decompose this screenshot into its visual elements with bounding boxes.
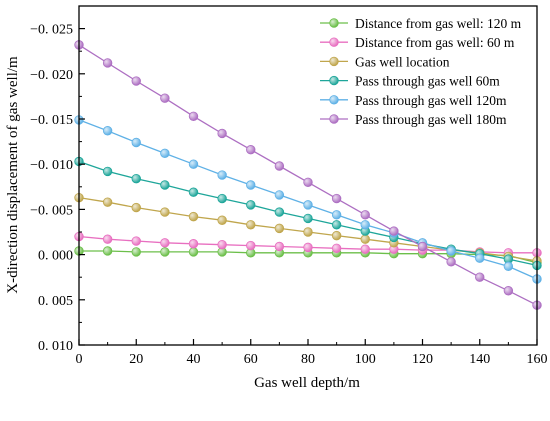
- x-tick-label: 20: [129, 352, 143, 367]
- data-point: [160, 180, 170, 190]
- data-point: [102, 58, 113, 68]
- data-point: [102, 246, 113, 256]
- x-tick-label: 100: [355, 352, 376, 367]
- data-point: [303, 227, 313, 237]
- y-tick-label: −0. 010: [30, 158, 73, 173]
- data-point: [188, 239, 199, 249]
- y-tick-label: 0. 010: [38, 339, 73, 354]
- data-point: [303, 213, 313, 224]
- data-point: [188, 187, 199, 197]
- y-tick-label: 0. 000: [38, 249, 73, 264]
- data-point: [274, 161, 285, 171]
- legend: Distance from gas well: 120 m Distance fr…: [320, 16, 522, 127]
- data-point: [160, 93, 170, 103]
- data-point: [217, 193, 227, 204]
- data-point: [417, 241, 428, 252]
- y-tick-label: −0. 020: [30, 68, 73, 83]
- data-point: [274, 223, 285, 234]
- data-point: [131, 202, 141, 213]
- data-point: [246, 145, 256, 155]
- data-point: [131, 137, 141, 148]
- legend-marker: [329, 56, 339, 67]
- data-point: [188, 111, 199, 121]
- data-point: [303, 242, 313, 253]
- plot-area: [74, 40, 542, 310]
- legend-marker: [329, 95, 339, 105]
- data-point: [331, 230, 342, 241]
- data-point: [274, 207, 285, 217]
- data-point: [360, 220, 370, 230]
- data-point: [246, 220, 256, 230]
- data-point: [131, 173, 141, 184]
- data-point: [131, 76, 141, 86]
- data-point: [274, 241, 285, 252]
- data-point: [303, 200, 313, 210]
- data-point: [331, 210, 342, 220]
- data-point: [217, 128, 227, 139]
- y-tick-label: 0. 005: [38, 294, 73, 309]
- legend-label: Distance from gas well: 120 m: [355, 16, 522, 31]
- data-point: [360, 244, 370, 254]
- data-point: [246, 240, 256, 251]
- legend-label: Distance from gas well: 60 m: [355, 35, 515, 50]
- axes: 0 20 40 60 80 100 120 140 160 −0. 025 −0. 020 −0. 0…: [30, 5, 548, 367]
- data-point: [131, 247, 141, 257]
- data-point: [102, 197, 113, 207]
- data-point: [303, 177, 313, 187]
- data-point: [446, 246, 456, 256]
- x-tick-label: 160: [527, 352, 548, 367]
- y-tick-label: −0. 015: [30, 113, 73, 128]
- data-point: [102, 166, 113, 177]
- data-point: [102, 126, 113, 136]
- legend-label: Pass through gas well 60m: [355, 74, 500, 89]
- data-point: [188, 159, 199, 169]
- data-point: [475, 272, 485, 282]
- data-point: [331, 243, 342, 253]
- data-point: [246, 200, 256, 210]
- legend-label: Pass through gas well 180m: [355, 112, 507, 127]
- data-point: [331, 220, 342, 230]
- data-point: [188, 247, 199, 257]
- legend-marker: [329, 18, 339, 28]
- data-point: [160, 148, 170, 159]
- x-tick-label: 60: [244, 352, 258, 367]
- y-tick-label: −0. 025: [30, 23, 73, 38]
- legend-marker: [329, 114, 339, 124]
- data-point: [131, 236, 141, 246]
- x-tick-label: 80: [301, 352, 315, 367]
- data-point: [360, 210, 370, 220]
- legend-label: Gas well location: [355, 54, 450, 69]
- data-point: [188, 211, 199, 222]
- data-point: [160, 207, 170, 217]
- y-tick-label: −0. 005: [30, 203, 73, 218]
- data-point: [160, 247, 170, 257]
- data-point: [389, 226, 399, 236]
- legend-marker: [329, 37, 339, 47]
- x-tick-label: 140: [469, 352, 490, 367]
- x-tick-label: 120: [412, 352, 433, 367]
- x-tick-label: 40: [187, 352, 201, 367]
- data-point: [246, 180, 256, 190]
- data-point: [446, 257, 456, 267]
- data-point: [503, 261, 514, 272]
- y-axis-label: X-direction displacement of gas well/m: [5, 56, 21, 294]
- data-point: [331, 193, 342, 204]
- data-point: [102, 234, 113, 244]
- data-point: [160, 238, 170, 248]
- plot-frame: [78, 5, 538, 346]
- data-point: [217, 215, 227, 225]
- x-axis-label: Gas well depth/m: [254, 375, 360, 391]
- legend-marker: [329, 75, 339, 86]
- data-point: [274, 190, 285, 200]
- data-point: [217, 170, 227, 180]
- data-point: [503, 286, 514, 296]
- data-point: [217, 239, 227, 250]
- data-point: [475, 253, 485, 263]
- x-tick-label: 0: [76, 352, 83, 367]
- data-point: [360, 234, 370, 244]
- legend-label: Pass through gas well 120m: [355, 93, 507, 108]
